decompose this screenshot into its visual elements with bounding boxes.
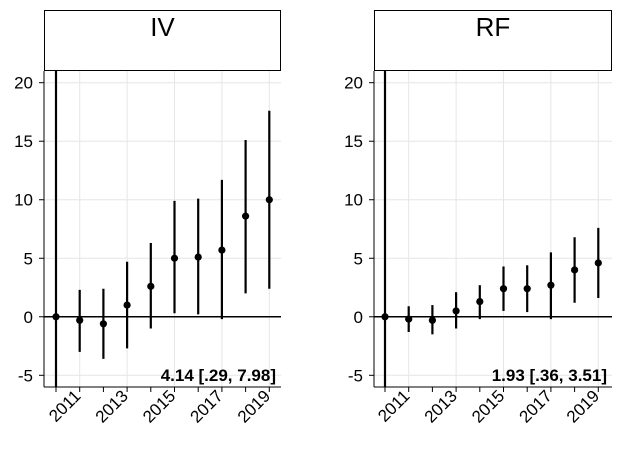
rf-y-tick-label-10: 10 [344, 191, 363, 210]
iv-panel-title: IV [150, 12, 175, 42]
iv-y-tick-label-5: 5 [24, 249, 33, 268]
rf-x-tick-label-2015: 2015 [468, 386, 508, 426]
rf-panel-title: RF [476, 12, 511, 42]
iv-point-2011 [76, 316, 84, 324]
iv-y-tick-label--5: -5 [18, 366, 33, 385]
rf-point-2018 [571, 266, 579, 274]
iv-x-tick-label-2015: 2015 [139, 386, 179, 426]
iv-y-tick-label-20: 20 [14, 74, 33, 93]
iv-plot-area [44, 71, 281, 387]
iv-point-2019 [265, 196, 273, 204]
rf-y-tick-label-15: 15 [344, 132, 363, 151]
rf-point-2015 [499, 285, 508, 293]
rf-y-tick-label-20: 20 [344, 74, 363, 93]
iv-point-2013 [123, 301, 131, 309]
rf-point-2012 [428, 316, 436, 324]
rf-point-2017 [547, 281, 555, 289]
rf-y-tick-label--5: -5 [348, 366, 363, 385]
rf-y-tick-label-0: 0 [354, 308, 363, 327]
rf-x-tick-label-2013: 2013 [421, 386, 461, 426]
rf-point-2011 [405, 315, 413, 323]
iv-x-tick-label-2011: 2011 [45, 386, 84, 425]
iv-y-tick-label-15: 15 [14, 132, 33, 151]
iv-point-2015 [170, 254, 179, 262]
iv-estimate-annotation: 4.14 [.29, 7.98] [161, 366, 276, 385]
rf-point-2019 [594, 259, 602, 267]
iv-point-2010 [52, 313, 60, 321]
rf-x-tick-label-2019: 2019 [563, 386, 603, 426]
rf-point-2013 [452, 307, 460, 315]
rf-plot-area [374, 71, 612, 387]
iv-title-strip [44, 10, 281, 71]
iv-y-tick-label-0: 0 [24, 308, 33, 327]
iv-x-tick-label-2017: 2017 [187, 386, 227, 426]
iv-point-2016 [194, 253, 202, 261]
rf-point-2014 [476, 297, 484, 306]
rf-title-strip [374, 10, 612, 71]
iv-point-2018 [242, 212, 250, 220]
rf-estimate-annotation: 1.93 [.36, 3.51] [492, 366, 607, 385]
rf-x-tick-label-2011: 2011 [374, 386, 413, 425]
rf-x-tick-label-2017: 2017 [516, 386, 556, 426]
iv-point-2014 [147, 282, 155, 290]
iv-x-tick-label-2019: 2019 [234, 386, 274, 426]
rf-point-2010 [381, 313, 389, 321]
rf-y-tick-label-5: 5 [354, 249, 363, 268]
iv-x-tick-label-2013: 2013 [92, 386, 132, 426]
rf-point-2016 [523, 285, 531, 293]
iv-y-tick-label-10: 10 [14, 191, 33, 210]
iv-point-2012 [99, 320, 107, 328]
iv-point-2017 [218, 246, 226, 254]
